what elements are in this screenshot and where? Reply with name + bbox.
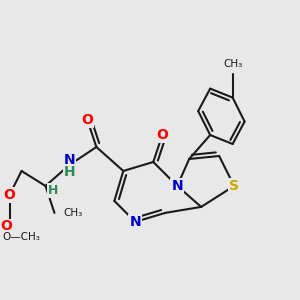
Text: S: S <box>229 179 239 193</box>
Text: H: H <box>64 165 75 178</box>
Text: N: N <box>171 179 183 193</box>
Text: O: O <box>1 219 13 233</box>
Text: H: H <box>48 184 58 197</box>
Text: N: N <box>64 153 75 166</box>
Text: O: O <box>156 128 168 142</box>
Text: N: N <box>130 215 141 229</box>
Text: O: O <box>4 188 16 202</box>
Text: CH₃: CH₃ <box>223 59 242 69</box>
Text: O—CH₃: O—CH₃ <box>2 232 40 242</box>
Text: O: O <box>82 113 93 127</box>
Text: CH₃: CH₃ <box>63 208 83 218</box>
